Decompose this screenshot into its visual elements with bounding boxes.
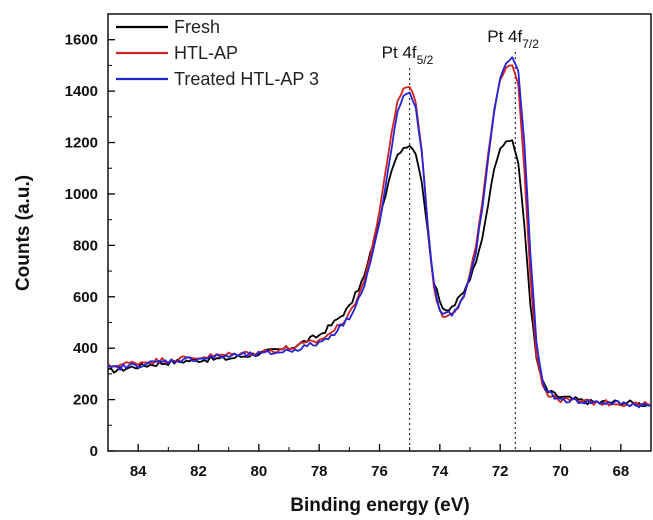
legend-label: HTL-AP	[174, 43, 238, 63]
y-axis-title: Counts (a.u.)	[13, 175, 34, 291]
y-tick-label: 1000	[65, 186, 98, 203]
x-tick-label: 84	[130, 463, 147, 480]
legend-label: Fresh	[174, 17, 220, 37]
x-tick-label: 74	[431, 463, 448, 480]
legend: Fresh HTL-AP Treated HTL-AP 3	[116, 17, 319, 89]
peak-label-main: Pt 4f	[487, 27, 522, 46]
series-line-2	[107, 56, 652, 409]
peak-label-sub: 5/2	[417, 53, 434, 67]
x-tick-label: 82	[190, 463, 207, 480]
x-tick-label: 70	[552, 463, 569, 480]
series-layer	[107, 56, 652, 409]
y-tick-label: 400	[73, 340, 98, 357]
y-tick-label: 600	[73, 289, 98, 306]
peak-label-sub: 7/2	[522, 37, 539, 51]
peak-label-main: Pt 4f	[382, 43, 417, 62]
peak-label: Pt 4f7/2	[487, 27, 539, 51]
legend-label: Treated HTL-AP 3	[174, 69, 319, 89]
x-axis-title: Binding energy (eV)	[290, 495, 469, 516]
peak-annotations: Pt 4f5/2Pt 4f7/2	[382, 27, 540, 67]
y-tick-label: 0	[90, 443, 98, 460]
x-tick-label: 80	[250, 463, 267, 480]
y-tick-label: 1400	[65, 83, 98, 100]
y-tick-label: 200	[73, 392, 98, 409]
series-line-0	[107, 139, 652, 408]
x-tick-label: 68	[612, 463, 629, 480]
y-tick-label: 1600	[65, 32, 98, 49]
y-tick-label: 1200	[65, 135, 98, 152]
x-tick-label: 72	[492, 463, 509, 480]
x-tick-label: 78	[311, 463, 328, 480]
series-line-1	[107, 64, 652, 408]
y-tick-label: 800	[73, 237, 98, 254]
y-axis: 0 200 400 600 800 1000 1200 1400 1600	[65, 32, 115, 460]
peak-reference-lines	[409, 52, 516, 451]
x-axis: 84 82 80 78 76 74 72 70 68	[107, 444, 652, 480]
peak-label: Pt 4f5/2	[382, 43, 434, 67]
x-tick-label: 76	[371, 463, 388, 480]
